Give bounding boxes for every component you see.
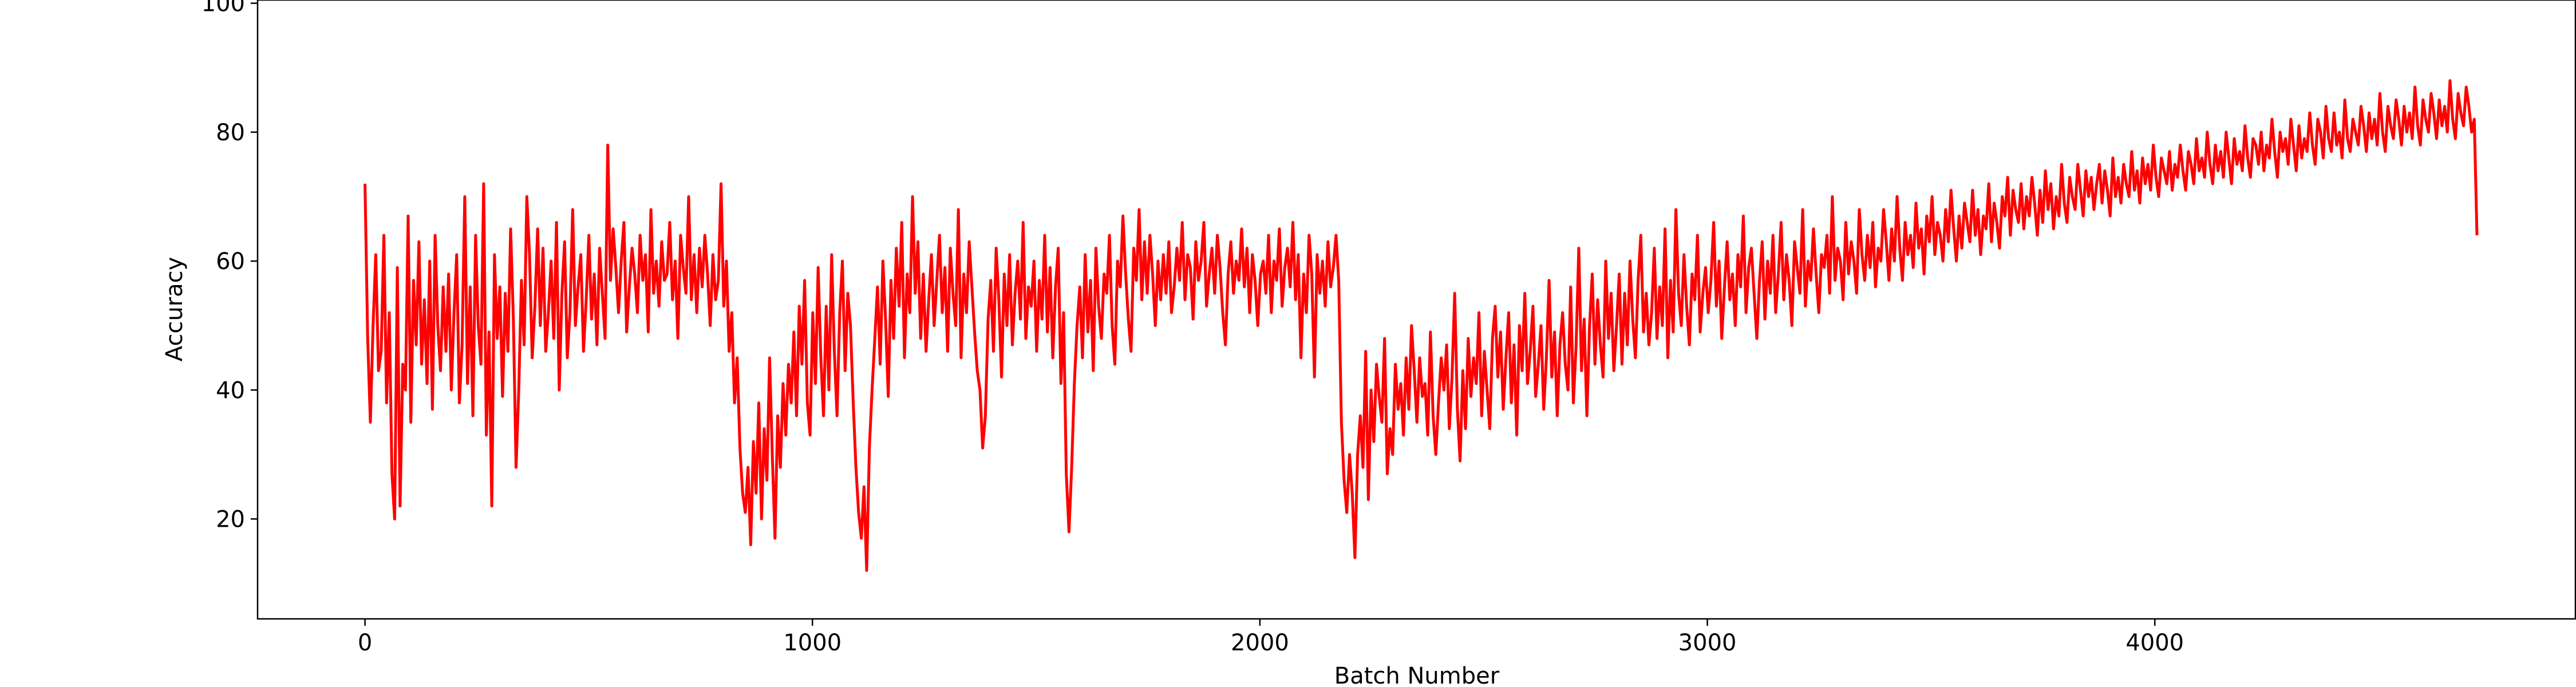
plot-area-background: [258, 0, 2575, 619]
y-tick-label: 100: [202, 0, 245, 17]
x-tick-label: 2000: [1231, 630, 1289, 656]
x-tick-label: 3000: [1678, 630, 1737, 656]
y-tick-label: 20: [216, 506, 245, 532]
x-axis-label: Batch Number: [1334, 663, 1500, 687]
series-layer: [364, 79, 2479, 572]
series-line-0: [364, 79, 2479, 572]
y-axis-ticks: 20 40 60 80 100: [202, 0, 258, 532]
x-tick-label: 1000: [783, 630, 841, 656]
x-tick-label: 4000: [2125, 630, 2184, 656]
y-axis-label: Accuracy: [161, 257, 188, 362]
plot-frame: [256, 0, 2576, 620]
y-tick-label: 60: [216, 248, 245, 275]
x-axis-ticks: 0 1000 2000 3000 4000: [358, 619, 2184, 656]
x-tick-label: 0: [358, 630, 372, 656]
y-tick-label: 40: [216, 377, 245, 404]
y-tick-label: 80: [216, 120, 245, 146]
